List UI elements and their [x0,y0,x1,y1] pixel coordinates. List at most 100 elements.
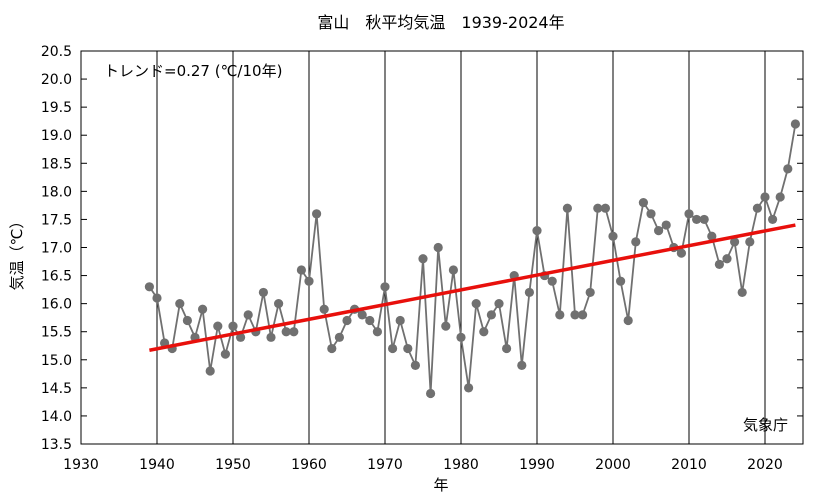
data-point [266,332,276,342]
data-point [737,287,747,298]
data-point [464,383,474,393]
trend-line [149,223,796,352]
data-point [479,327,489,337]
data-point [684,209,694,219]
data-point [198,304,208,314]
data-point [555,310,565,320]
plot-frame [80,50,804,445]
data-point [236,332,246,342]
data-point [707,231,717,241]
data-point [289,327,299,337]
data-point [213,321,223,331]
data-point [524,287,535,298]
data-point [448,265,458,275]
data-point [175,299,185,309]
trend-label: トレンド=0.27 (℃/10年) [104,62,282,80]
data-point [388,343,398,354]
x-tick-label: 1930 [63,457,99,473]
data-point [426,388,436,399]
data-point [722,254,732,264]
data-point [410,360,420,370]
data-point [578,310,588,320]
y-tick-label: 18.0 [41,184,72,200]
data-point [486,310,496,320]
y-tick-label: 19.0 [41,128,72,144]
data-point [623,315,633,326]
data-point [258,287,268,298]
data-point [312,209,322,219]
plot-grid [156,51,766,444]
y-tick-label: 18.5 [41,156,72,172]
data-point [562,203,573,213]
data-point [182,315,192,326]
y-tick-label: 17.0 [41,241,72,257]
y-axis-label: 気温（℃） [8,214,26,291]
data-point [502,343,512,354]
x-tick-label: 1940 [139,457,175,473]
y-tick-label: 20.0 [41,72,72,88]
data-point [760,192,770,202]
data-point [144,282,154,292]
data-point [342,315,352,326]
x-tick-label: 1950 [215,457,251,473]
data-point [654,226,664,236]
data-point [585,287,595,298]
data-point [547,276,557,286]
chart-title: 富山 秋平均気温 1939-2024年 [317,13,564,32]
data-point [380,282,390,292]
data-point [600,203,611,213]
y-tick-label: 16.0 [41,297,72,313]
data-point [441,321,451,331]
y-tick-label: 13.5 [41,437,72,453]
data-point [676,248,687,258]
data-point [692,214,702,225]
x-tick-label: 2000 [595,457,631,473]
x-tick-label: 1980 [443,457,479,473]
data-point [205,366,215,376]
data-point [517,360,527,370]
data-point [365,315,375,326]
data-point [456,332,466,342]
data-point [433,242,443,253]
data-point [616,276,626,286]
x-tick-label: 2020 [747,457,783,473]
data-point [471,299,481,309]
data-point [570,310,580,320]
y-tick-label: 15.0 [41,353,72,369]
data-point [532,226,542,236]
x-tick-label: 1960 [291,457,327,473]
data-point [334,332,344,342]
data-point [220,349,230,359]
data-point [593,203,603,213]
data-point [228,321,238,331]
data-point [790,119,801,129]
data-point [730,237,740,247]
x-tick-label: 1990 [519,457,555,473]
y-axis: 13.5 14.0 14.5 15.0 15.5 16.0 16.5 17.0 17.5 18.0… [41,44,803,453]
series-line [148,123,797,394]
data-point [418,254,428,264]
data-point [775,192,785,202]
data-point [319,304,329,314]
data-point [783,164,793,174]
data-point [745,237,755,247]
data-point [403,343,413,354]
data-point [274,299,284,309]
data-point [661,220,671,230]
data-point [357,310,367,320]
data-point [304,276,314,286]
data-point [608,231,618,241]
data-point [395,315,405,326]
x-tick-label: 2010 [671,457,707,473]
y-tick-label: 16.5 [41,269,72,285]
source-label: 気象庁 [743,416,788,434]
y-tick-label: 19.5 [41,100,72,116]
y-tick-label: 15.5 [41,325,72,341]
data-point [243,310,253,320]
data-point [372,327,382,337]
data-point [494,299,504,309]
data-point [281,327,291,337]
x-axis-label: 年 [433,476,448,494]
